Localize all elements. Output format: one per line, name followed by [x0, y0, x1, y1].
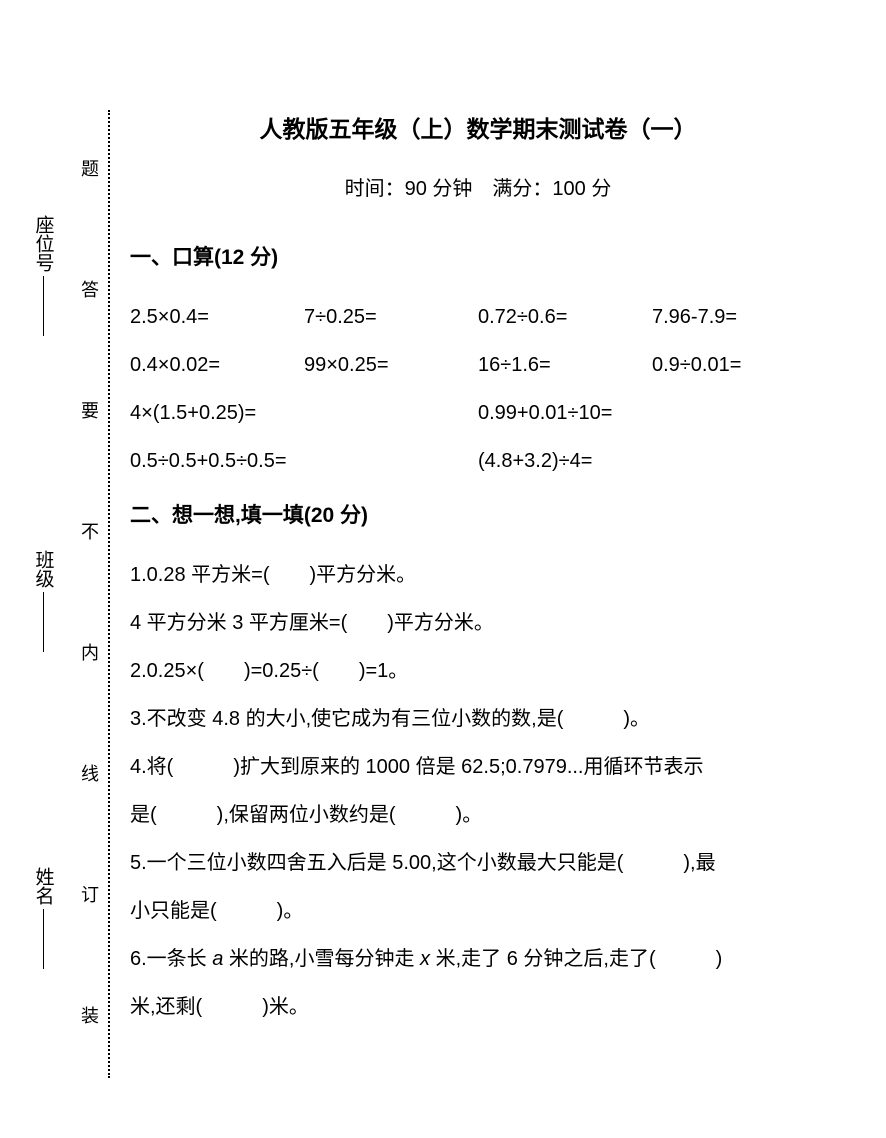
- calc-item: 2.5×0.4=: [130, 293, 304, 341]
- class-label: 班级: [30, 550, 57, 588]
- seat-label: 座位号: [30, 215, 57, 272]
- calc-item: 4×(1.5+0.25)=: [130, 389, 478, 437]
- calc-item: 0.4×0.02=: [130, 341, 304, 389]
- seat-underline[interactable]: [43, 276, 44, 336]
- q6a-mid: 米的路,小雪每分钟走: [223, 948, 420, 970]
- q6a-var1: a: [212, 948, 223, 970]
- page-title: 人教版五年级（上）数学期末测试卷（一）: [130, 110, 826, 144]
- q6a-var2: x: [420, 948, 430, 970]
- name-underline[interactable]: [43, 909, 44, 969]
- calc-item: 16÷1.6=: [478, 341, 652, 389]
- binding-char: 装: [76, 1006, 102, 1030]
- binding-line: [108, 110, 110, 1078]
- binding-char: 题: [76, 159, 102, 183]
- calc-item: 7.96-7.9=: [652, 293, 826, 341]
- q6a: 6.一条长 a 米的路,小雪每分钟走 x 米,走了 6 分钟之后,走了( ): [130, 935, 826, 983]
- calc-row: 0.4×0.02= 99×0.25= 16÷1.6= 0.9÷0.01=: [130, 341, 826, 389]
- q6b: 米,还剩( )米。: [130, 983, 826, 1031]
- q3: 3.不改变 4.8 的大小,使它成为有三位小数的数,是( )。: [130, 695, 826, 743]
- q5b: 小只能是( )。: [130, 887, 826, 935]
- calc-row: 4×(1.5+0.25)= 0.99+0.01÷10=: [130, 389, 826, 437]
- calc-row: 0.5÷0.5+0.5÷0.5= (4.8+3.2)÷4=: [130, 437, 826, 485]
- binding-char: 线: [76, 764, 102, 788]
- calc-item: 99×0.25=: [304, 341, 478, 389]
- binding-char: 答: [76, 280, 102, 304]
- q4a: 4.将( )扩大到原来的 1000 倍是 62.5;0.7979...用循环节表…: [130, 743, 826, 791]
- q5a: 5.一个三位小数四舍五入后是 5.00,这个小数最大只能是( ),最: [130, 839, 826, 887]
- calc-item: (4.8+3.2)÷4=: [478, 437, 826, 485]
- binding-char: 不: [76, 522, 102, 546]
- binding-labels: 题 答 要 不 内 线 订 装: [78, 110, 100, 1078]
- binding-char: 内: [76, 643, 102, 667]
- calc-row: 2.5×0.4= 7÷0.25= 0.72÷0.6= 7.96-7.9=: [130, 293, 826, 341]
- section2-header: 二、想一想,填一填(20 分): [130, 499, 826, 529]
- calc-item: 7÷0.25=: [304, 293, 478, 341]
- page-subtitle: 时间：90 分钟 满分：100 分: [130, 172, 826, 201]
- q2: 2.0.25×( )=0.25÷( )=1。: [130, 647, 826, 695]
- calc-item: 0.5÷0.5+0.5÷0.5=: [130, 437, 478, 485]
- name-label: 姓名: [30, 867, 57, 905]
- calc-item: 0.99+0.01÷10=: [478, 389, 826, 437]
- calc-item: 0.72÷0.6=: [478, 293, 652, 341]
- binding-char: 订: [76, 885, 102, 909]
- q6a-pre: 6.一条长: [130, 948, 212, 970]
- calc-item: 0.9÷0.01=: [652, 341, 826, 389]
- section1-header: 一、口算(12 分): [130, 241, 826, 271]
- class-underline[interactable]: [43, 592, 44, 652]
- q4b: 是( ),保留两位小数约是( )。: [130, 791, 826, 839]
- q1a: 1.0.28 平方米=( )平方分米。: [130, 551, 826, 599]
- q1b: 4 平方分米 3 平方厘米=( )平方分米。: [130, 599, 826, 647]
- binding-char: 要: [76, 401, 102, 425]
- q6a-post: 米,走了 6 分钟之后,走了( ): [430, 948, 722, 970]
